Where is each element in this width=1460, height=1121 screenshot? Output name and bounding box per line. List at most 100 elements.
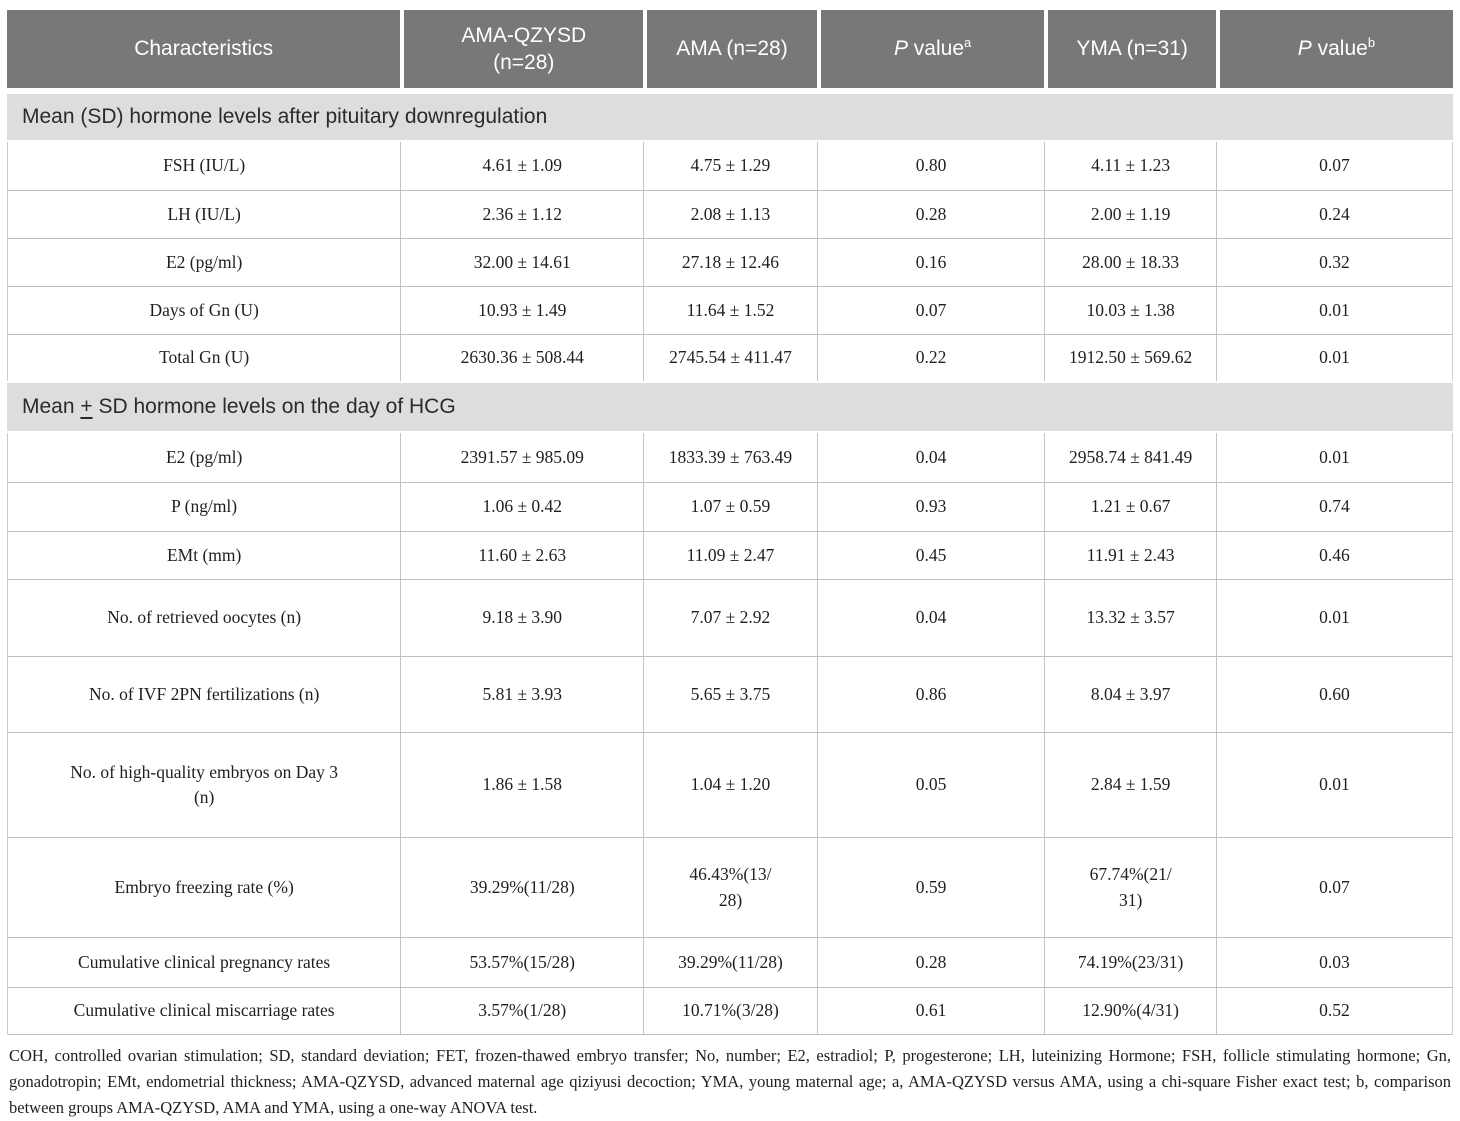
section-title-text: SD hormone levels on the day of HCG [92,394,456,418]
cell-value: 3.57%(1/28) [400,987,644,1035]
cell-value: 0.01 [1215,579,1453,656]
table-row: LH (IU/L) 2.36 ± 1.12 2.08 ± 1.13 0.28 2.00 … [7,190,1453,238]
table-row: E2 (pg/ml) 2391.57 ± 985.09 1833.39 ± 763.… [7,433,1453,482]
row-label: Total Gn (U) [7,334,401,381]
row-label: LH (IU/L) [7,190,401,238]
cell-value: 0.04 [816,433,1045,482]
row-label: No. of retrieved oocytes (n) [7,579,401,656]
row-label: E2 (pg/ml) [7,238,401,286]
cell-value: 1.04 ± 1.20 [643,732,817,837]
cell-value: 39.29%(11/28) [400,837,644,937]
cell-value: 0.07 [816,286,1045,334]
cell-value: 0.28 [816,190,1045,238]
cell-value: 0.60 [1215,656,1453,732]
cell-value: 46.43%(13/ 28) [643,837,817,937]
table-row: EMt (mm) 11.60 ± 2.63 11.09 ± 2.47 0.45 11.9… [7,531,1453,579]
row-label: Cumulative clinical pregnancy rates [7,937,401,987]
cell-value: 11.64 ± 1.52 [643,286,817,334]
table-row: E2 (pg/ml) 32.00 ± 14.61 27.18 ± 12.46 0.16… [7,238,1453,286]
table-row: Days of Gn (U) 10.93 ± 1.49 11.64 ± 1.52 0.… [7,286,1453,334]
cell-value: 0.59 [816,837,1045,937]
table-row: No. of IVF 2PN fertilizations (n) 5.81 ± … [7,656,1453,732]
row-label: No. of IVF 2PN fertilizations (n) [7,656,401,732]
row-label: No. of high-quality embryos on Day 3 (n) [7,732,401,837]
cell-value: 8.04 ± 3.97 [1044,656,1216,732]
cell-value: 10.03 ± 1.38 [1044,286,1216,334]
section-header-row: Mean + SD hormone levels on the day of H… [7,381,1453,433]
cell-value: 1912.50 ± 569.62 [1044,334,1216,381]
cell-value: 2958.74 ± 841.49 [1044,433,1216,482]
p-italic: P [893,37,908,61]
cell-value: 11.91 ± 2.43 [1044,531,1216,579]
cell-value: 74.19%(23/31) [1044,937,1216,987]
superscript-b: b [1367,35,1376,51]
superscript-a: a [964,35,972,51]
table-row: Total Gn (U) 2630.36 ± 508.44 2745.54 ± 41… [7,334,1453,381]
cell-value: 0.32 [1215,238,1453,286]
characteristics-table: Characteristics AMA-QZYSD (n=28) AMA (n=… [7,10,1453,1035]
cell-value: 0.80 [816,142,1045,190]
header-row: Characteristics AMA-QZYSD (n=28) AMA (n=… [7,10,1453,92]
cell-value: 28.00 ± 18.33 [1044,238,1216,286]
table-row: Cumulative clinical miscarriage rates 3.5… [7,987,1453,1035]
cell-value: 7.07 ± 2.92 [643,579,817,656]
cell-value: 10.93 ± 1.49 [400,286,644,334]
cell-value: 0.07 [1215,142,1453,190]
cell-value: 1.21 ± 0.67 [1044,482,1216,531]
cell-value: 13.32 ± 3.57 [1044,579,1216,656]
cell-value: 0.01 [1215,286,1453,334]
cell-value: 2.36 ± 1.12 [400,190,644,238]
p-italic: P [1297,37,1312,61]
cell-value: 11.09 ± 2.47 [643,531,817,579]
table-footnote: COH, controlled ovarian stimulation; SD,… [9,1046,1451,1118]
cell-value: 0.01 [1215,334,1453,381]
cell-value: 0.61 [816,987,1045,1035]
col-header-yma: YMA (n=31) [1044,10,1216,92]
data-table: Characteristics AMA-QZYSD (n=28) AMA (n=… [7,10,1453,1035]
table-row: No. of retrieved oocytes (n) 9.18 ± 3.90 7… [7,579,1453,656]
col-header-ama: AMA (n=28) [643,10,817,92]
table-header: Characteristics AMA-QZYSD (n=28) AMA (n=… [7,10,1453,92]
cell-value: 2630.36 ± 508.44 [400,334,644,381]
cell-value: 0.74 [1215,482,1453,531]
cell-value: 2745.54 ± 411.47 [643,334,817,381]
cell-value: 0.45 [816,531,1045,579]
cell-value: 0.24 [1215,190,1453,238]
col-header-p-value-b: P valueb [1215,10,1453,92]
cell-value: 5.65 ± 3.75 [643,656,817,732]
table-row: No. of high-quality embryos on Day 3 (n)… [7,732,1453,837]
cell-value: 0.52 [1215,987,1453,1035]
table-row: Cumulative clinical pregnancy rates 53.57… [7,937,1453,987]
cell-value: 0.46 [1215,531,1453,579]
col-header-ama-qzysd: AMA-QZYSD (n=28) [400,10,644,92]
p-value-label: value [1311,37,1368,61]
p-value-label: value [907,37,965,61]
cell-value: 67.74%(21/ 31) [1044,837,1216,937]
cell-value: 0.28 [816,937,1045,987]
cell-value: 1.86 ± 1.58 [400,732,644,837]
cell-value: 0.22 [816,334,1045,381]
cell-value: 0.01 [1215,732,1453,837]
row-label: P (ng/ml) [7,482,401,531]
cell-value: 2.84 ± 1.59 [1044,732,1216,837]
cell-value: 0.86 [816,656,1045,732]
cell-value: 0.03 [1215,937,1453,987]
cell-value: 53.57%(15/28) [400,937,644,987]
cell-value: 12.90%(4/31) [1044,987,1216,1035]
cell-value: 0.05 [816,732,1045,837]
cell-value: 0.01 [1215,433,1453,482]
cell-value: 27.18 ± 12.46 [643,238,817,286]
cell-value: 0.93 [816,482,1045,531]
cell-value: 0.04 [816,579,1045,656]
section-title-text: Mean [22,394,81,418]
row-label: Embryo freezing rate (%) [7,837,401,937]
cell-value: 1.06 ± 0.42 [400,482,644,531]
cell-value: 11.60 ± 2.63 [400,531,644,579]
col-header-p-value-a: P valuea [816,10,1045,92]
table-body: Mean (SD) hormone levels after pituitary… [7,92,1453,1035]
col-header-characteristics: Characteristics [7,10,401,92]
row-label: E2 (pg/ml) [7,433,401,482]
cell-value: 0.16 [816,238,1045,286]
table-row: FSH (IU/L) 4.61 ± 1.09 4.75 ± 1.29 0.80 4.11… [7,142,1453,190]
cell-value: 2391.57 ± 985.09 [400,433,644,482]
